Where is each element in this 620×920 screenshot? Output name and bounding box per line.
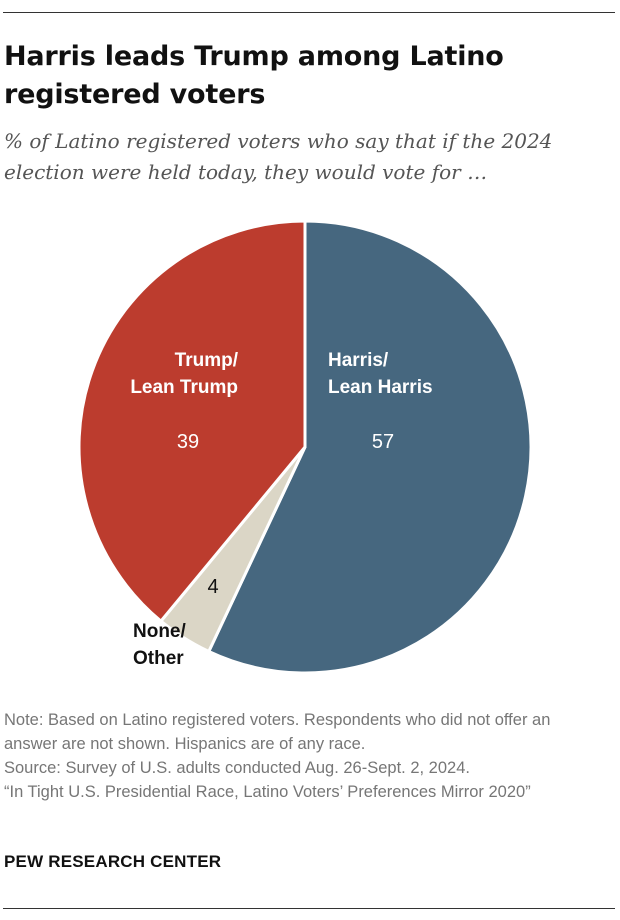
source-text: Source: Survey of U.S. adults conducted … (4, 759, 470, 777)
pie-slice-trump (77, 219, 307, 623)
pie-chart: Harris/Lean Harris 57 None/Other 4 Trump/Lea… (77, 219, 533, 675)
chart-notes: Note: Based on Latino registered voters.… (4, 708, 604, 804)
bottom-rule (3, 908, 615, 909)
note-text: Note: Based on Latino registered voters.… (4, 711, 551, 753)
slice-label-none: None/Other (133, 621, 187, 669)
slice-value-harris: 57 (372, 431, 394, 453)
slice-value-trump: 39 (177, 431, 199, 453)
chart-title: Harris leads Trump among Latino register… (4, 41, 504, 110)
top-rule (3, 12, 615, 13)
slice-value-none: 4 (207, 576, 218, 598)
slice-label-trump: Trump/Lean Trump (130, 350, 238, 398)
slice-label-harris: Harris/Lean Harris (328, 350, 433, 398)
publisher-name: PEW RESEARCH CENTER (4, 852, 222, 871)
report-title: “In Tight U.S. Presidential Race, Latino… (4, 783, 531, 801)
pie-slice-harris (207, 219, 533, 675)
chart-subtitle: % of Latino registered voters who say th… (4, 129, 553, 184)
